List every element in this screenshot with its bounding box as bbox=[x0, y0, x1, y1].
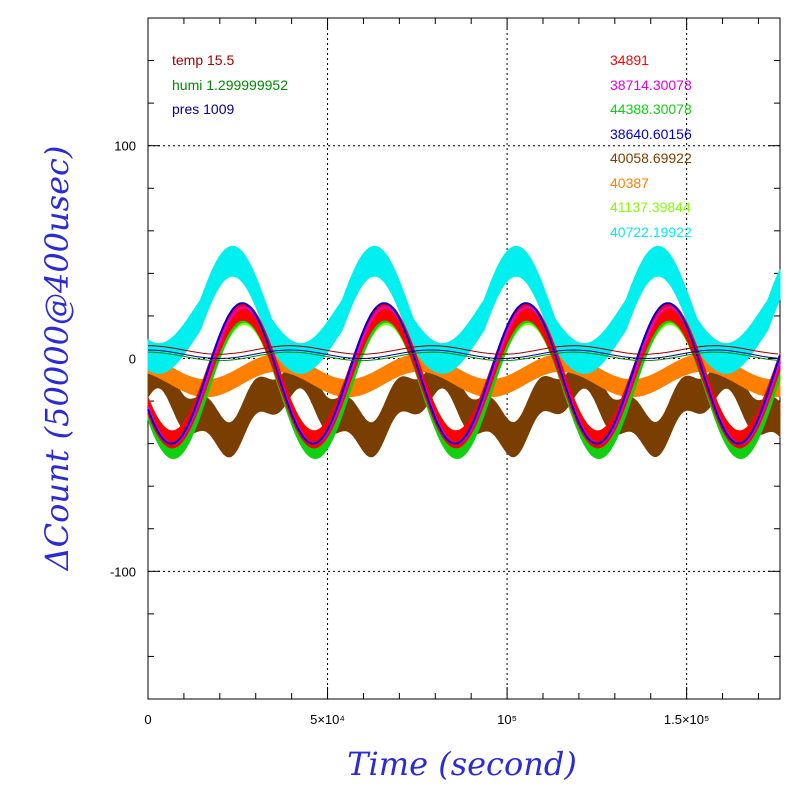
series-layer bbox=[147, 245, 781, 460]
legend-item: 44388.30078 bbox=[610, 101, 692, 117]
legend-item: 41137.39844 bbox=[610, 199, 691, 215]
x-tick-label: 1.5×10⁵ bbox=[664, 712, 710, 727]
legend-item: 40058.69922 bbox=[610, 150, 692, 166]
x-tick-label: 5×10⁴ bbox=[310, 712, 345, 727]
y-tick-label: 0 bbox=[129, 352, 136, 367]
env-trace bbox=[147, 349, 779, 360]
x-tick-label: 10⁵ bbox=[497, 712, 517, 727]
env-trace bbox=[147, 351, 779, 362]
y-tick-label: -100 bbox=[110, 564, 136, 579]
legend-item: 38640.60156 bbox=[610, 126, 692, 142]
legend-item: 38714.30078 bbox=[610, 77, 692, 93]
legend-item: 40722.19922 bbox=[610, 224, 692, 240]
y-tick-label: 100 bbox=[114, 139, 136, 154]
legend-item: 40387 bbox=[610, 175, 649, 191]
series-line bbox=[147, 306, 781, 445]
tick-labels: 0 5×10⁴ 10⁵ 1.5×10⁵ 100 0 -100 bbox=[110, 139, 709, 727]
y-axis-title: ΔCount (50000@400usec) bbox=[38, 146, 76, 573]
series-band bbox=[147, 245, 781, 374]
x-tick-label: 0 bbox=[144, 712, 151, 727]
series-legend: 34891 38714.30078 44388.30078 38640.6015… bbox=[610, 52, 692, 240]
env-legend-humi: humi 1.299999952 bbox=[172, 77, 288, 93]
env-legend: temp 15.5 humi 1.299999952 pres 1009 bbox=[172, 52, 288, 117]
env-trace bbox=[147, 345, 779, 355]
env-legend-pres: pres 1009 bbox=[172, 101, 234, 117]
env-legend-temp: temp 15.5 bbox=[172, 52, 234, 68]
series-line bbox=[147, 302, 781, 445]
legend-item: 34891 bbox=[610, 52, 649, 68]
x-axis-title: Time (second) bbox=[347, 745, 577, 783]
